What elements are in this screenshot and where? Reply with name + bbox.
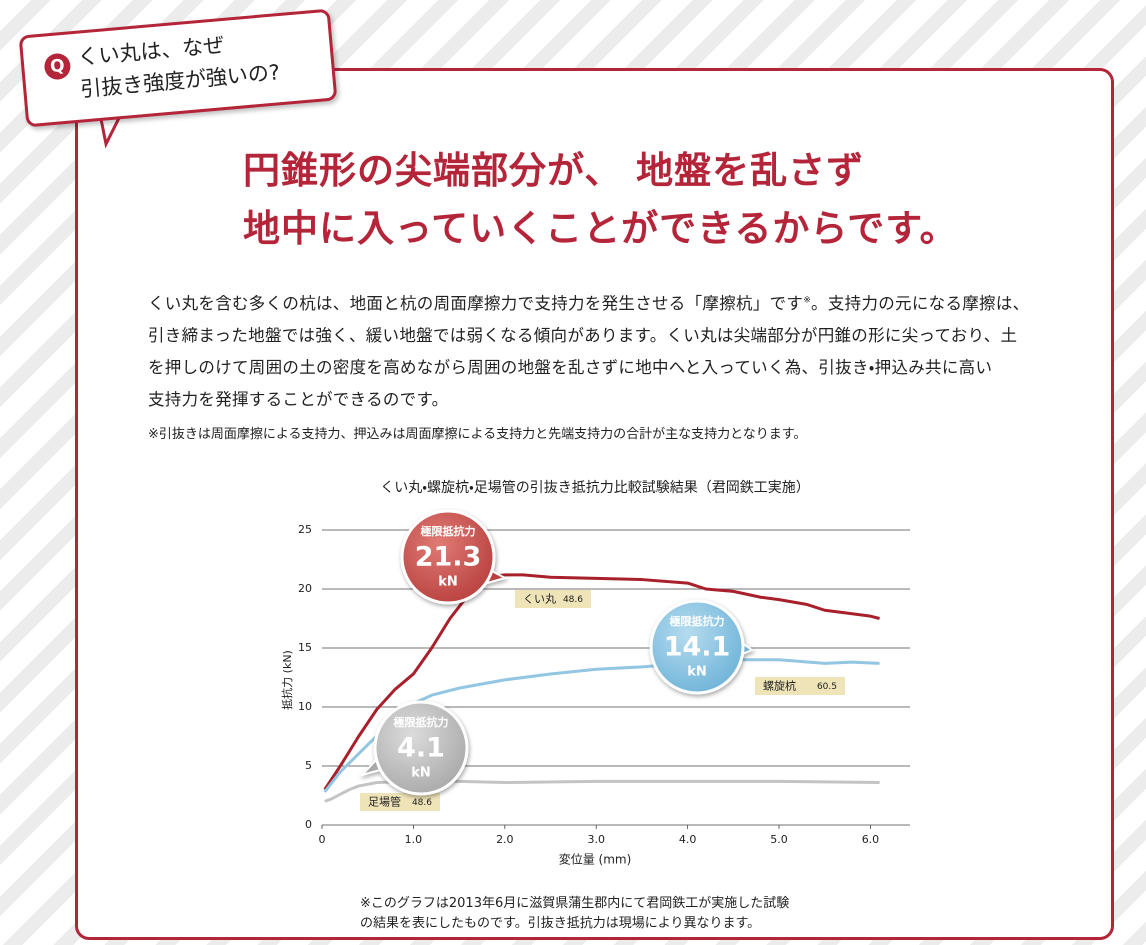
callout-value: 14.1: [664, 632, 731, 663]
series-name: 螺旋杭: [763, 679, 796, 693]
chart-title: くい丸・螺旋杭・足場管の引抜き抵抗力比較試験結果（君岡鉄工実施）: [380, 480, 810, 496]
body-line: 支持力を発揮することができるのです。: [148, 390, 449, 409]
callout: [358, 700, 469, 796]
callout-circle: [649, 599, 745, 695]
footnote: ※このグラフは2013年6月に滋賀県蒲生郡内にて君岡鉄工が実施した試験: [360, 896, 790, 911]
tag-box: [755, 677, 845, 695]
callout-label: 極限抵抗力: [670, 614, 725, 628]
x-tick-label: 5.0: [770, 833, 788, 846]
footnote-mark: ※: [803, 295, 812, 306]
footnote: の結果を表にしたものです。引抜き抵抗力は現場により異なります。: [360, 916, 761, 931]
callout-label: 極限抵抗力: [421, 524, 476, 538]
x-tick-label: 1.0: [405, 833, 423, 846]
callout-circle: [400, 509, 496, 605]
text: くい丸を含む多くの杭は、地面と杭の周面摩擦力で支持力を発生させる「摩擦杭」です: [148, 294, 804, 313]
body-line: くい丸を含む多くの杭は、地面と杭の周面摩擦力で支持力を発生させる「摩擦杭」です※…: [148, 290, 1029, 314]
x-tick-label: 6.0: [862, 833, 880, 846]
headline: 地中に入っていくことができるからです。: [243, 207, 958, 250]
y-tick-label: 10: [298, 700, 312, 713]
series-tag: 足場管 48.6: [360, 793, 440, 811]
headline: 円錐形の尖端部分が、 地盤を乱さず: [243, 149, 865, 192]
series-tag: 螺旋杭 60.5: [755, 677, 845, 695]
x-tick-label: 2.0: [496, 833, 514, 846]
content-card: [75, 68, 1114, 940]
callout-value: 4.1: [397, 733, 445, 764]
callout: [649, 599, 755, 695]
y-tick-label: 25: [298, 523, 312, 536]
note: ※引抜きは周面摩擦による支持力、押込みは周面摩擦による支持力と先端支持力の合計が…: [148, 427, 807, 442]
tag-box: [360, 793, 440, 811]
callout-unit: kN: [411, 766, 431, 781]
series-name: くい丸: [523, 593, 556, 606]
x-tick-label: 3.0: [587, 833, 605, 846]
y-tick-label: 0: [305, 818, 312, 831]
series-tag: くい丸 48.6: [515, 590, 591, 608]
x-axis-label: 変位量 (mm): [559, 852, 632, 867]
y-tick-label: 20: [298, 582, 312, 595]
series-size: 48.6: [563, 595, 583, 605]
body-line: 引き締まった地盤では強く、緩い地盤では弱くなる傾向があります。くい丸は尖端部分が…: [148, 326, 1018, 345]
y-tick-label: 15: [298, 641, 312, 654]
series-name: 足場管: [368, 795, 401, 809]
callout-unit: kN: [438, 575, 458, 590]
text: 。支持力の元になる摩擦は、: [811, 294, 1030, 313]
callout-unit: kN: [687, 665, 707, 680]
body-line: を押しのけて周囲の土の密度を高めながら周囲の地盤を乱さずに地中へと入っていく為、…: [148, 358, 993, 377]
x-tick-label: 0: [319, 833, 326, 846]
callout-circle: [373, 700, 469, 796]
callout: [400, 509, 508, 605]
x-tick-label: 4.0: [679, 833, 697, 846]
series-size: 60.5: [817, 682, 837, 692]
tag-box: [515, 590, 591, 608]
series-line: [323, 573, 880, 791]
callout-label: 極限抵抗力: [394, 715, 449, 729]
callout-value: 21.3: [415, 542, 482, 573]
y-axis-label: 抵抗力 (kN): [280, 650, 294, 710]
series-size: 48.6: [412, 798, 432, 808]
y-tick-label: 5: [305, 759, 312, 772]
